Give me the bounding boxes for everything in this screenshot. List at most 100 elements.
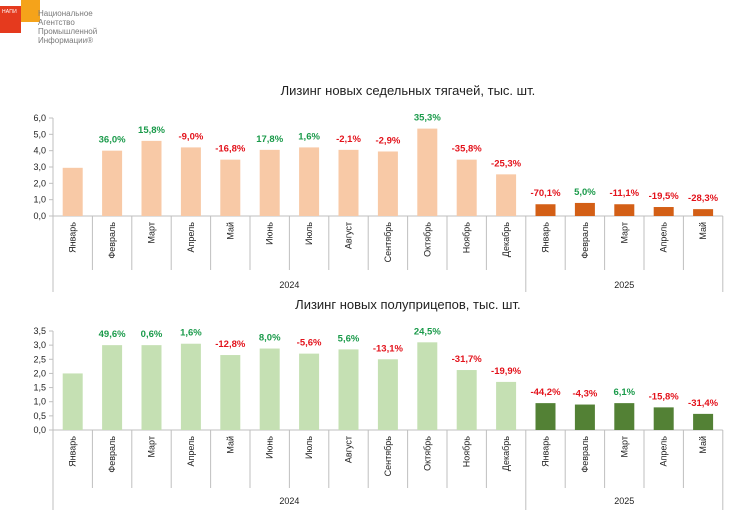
bar — [456, 159, 477, 216]
data-label: -2,1% — [336, 134, 361, 145]
category-label: Апрель — [186, 222, 196, 253]
category-label: Февраль — [580, 436, 590, 473]
data-label: -16,8% — [215, 144, 246, 155]
logo-line: Национальное — [38, 9, 93, 18]
bar — [220, 159, 241, 216]
y-tick-label: 5,0 — [33, 129, 46, 139]
data-label: -15,8% — [649, 391, 680, 402]
bar — [377, 151, 398, 216]
category-label: Сентябрь — [383, 222, 393, 263]
category-label: Май — [225, 436, 235, 454]
bar — [456, 370, 477, 430]
data-label: -9,0% — [178, 131, 203, 142]
y-tick-label: 1,0 — [33, 397, 46, 407]
category-label: Май — [225, 222, 235, 240]
bar — [417, 342, 438, 430]
y-tick-label: 2,0 — [33, 368, 46, 378]
data-label: 1,6% — [180, 328, 202, 339]
y-tick-label: 6,0 — [33, 113, 46, 123]
category-label: Декабрь — [501, 222, 511, 257]
bar — [338, 349, 359, 430]
logo-text: Национальное Агентство Промышленной Инфо… — [38, 9, 97, 45]
category-label: Март — [619, 436, 629, 458]
data-label: 5,0% — [574, 187, 596, 198]
category-label: Июнь — [265, 222, 275, 245]
bar — [574, 404, 595, 430]
data-label: -19,5% — [649, 191, 680, 202]
chart-title: Лизинг новых седельных тягачей, тыс. шт. — [281, 83, 536, 98]
category-label: Январь — [541, 436, 551, 467]
group-label: 2024 — [279, 280, 299, 290]
y-tick-label: 4,0 — [33, 146, 46, 156]
bar — [299, 147, 320, 216]
bar — [102, 150, 123, 216]
bar — [338, 149, 359, 216]
data-label: 35,3% — [414, 113, 441, 124]
logo-line: Информации® — [38, 36, 94, 45]
y-tick-label: 3,5 — [33, 326, 46, 336]
data-label: 24,5% — [414, 326, 441, 337]
category-label: Март — [619, 222, 629, 244]
data-label: 49,6% — [99, 329, 126, 340]
bar — [220, 355, 241, 430]
y-tick-label: 2,0 — [33, 178, 46, 188]
data-label: -13,1% — [373, 343, 404, 354]
bar — [614, 204, 635, 216]
bar — [653, 407, 674, 430]
bar — [496, 174, 517, 216]
data-label: -31,4% — [688, 398, 719, 409]
category-label: Октябрь — [422, 222, 432, 257]
y-tick-label: 0,0 — [33, 425, 46, 435]
category-label: Май — [698, 436, 708, 454]
data-label: 36,0% — [99, 135, 126, 146]
bar — [693, 413, 714, 430]
bar — [535, 204, 556, 216]
logo-red-square: НАПИ — [0, 6, 21, 33]
category-label: Июнь — [265, 436, 275, 459]
data-label: -11,1% — [610, 188, 640, 199]
bar — [693, 209, 714, 216]
category-label: Май — [698, 222, 708, 240]
bar — [496, 381, 517, 430]
category-label: Декабрь — [501, 436, 511, 471]
group-label: 2024 — [279, 496, 299, 506]
bar — [141, 345, 162, 430]
bar — [535, 403, 556, 430]
bar — [574, 202, 595, 216]
bar — [180, 343, 201, 430]
category-label: Ноябрь — [462, 436, 472, 468]
logo-line: Промышленной — [38, 27, 98, 36]
bar — [62, 167, 83, 216]
logo-abbr: НАПИ — [2, 9, 17, 15]
y-tick-label: 2,5 — [33, 354, 46, 364]
data-label: -5,6% — [297, 338, 322, 349]
category-label: Февраль — [580, 222, 590, 259]
y-tick-label: 0,5 — [33, 411, 46, 421]
logo-orange-square — [21, 0, 40, 22]
category-label: Февраль — [107, 222, 117, 259]
group-label: 2025 — [614, 496, 634, 506]
data-label: 8,0% — [259, 333, 281, 344]
category-label: Апрель — [659, 436, 669, 467]
chart-title: Лизинг новых полуприцепов, тыс. шт. — [295, 297, 520, 312]
data-label: -2,9% — [375, 135, 400, 146]
data-label: 6,1% — [613, 387, 635, 398]
y-tick-label: 1,5 — [33, 383, 46, 393]
logo-line: Агентство — [38, 18, 75, 27]
category-label: Февраль — [107, 436, 117, 473]
y-tick-label: 1,0 — [33, 195, 46, 205]
bar — [259, 149, 280, 216]
category-label: Январь — [68, 222, 78, 253]
y-tick-label: 3,0 — [33, 340, 46, 350]
data-label: -31,7% — [452, 354, 483, 365]
bar — [102, 345, 123, 430]
data-label: 17,8% — [256, 134, 283, 145]
data-label: 1,6% — [298, 131, 320, 142]
data-label: -28,3% — [688, 193, 719, 204]
category-label: Ноябрь — [462, 222, 472, 254]
bar — [299, 353, 320, 430]
category-label: Октябрь — [422, 436, 432, 471]
category-label: Апрель — [659, 222, 669, 253]
bar — [180, 147, 201, 216]
bar — [377, 359, 398, 430]
